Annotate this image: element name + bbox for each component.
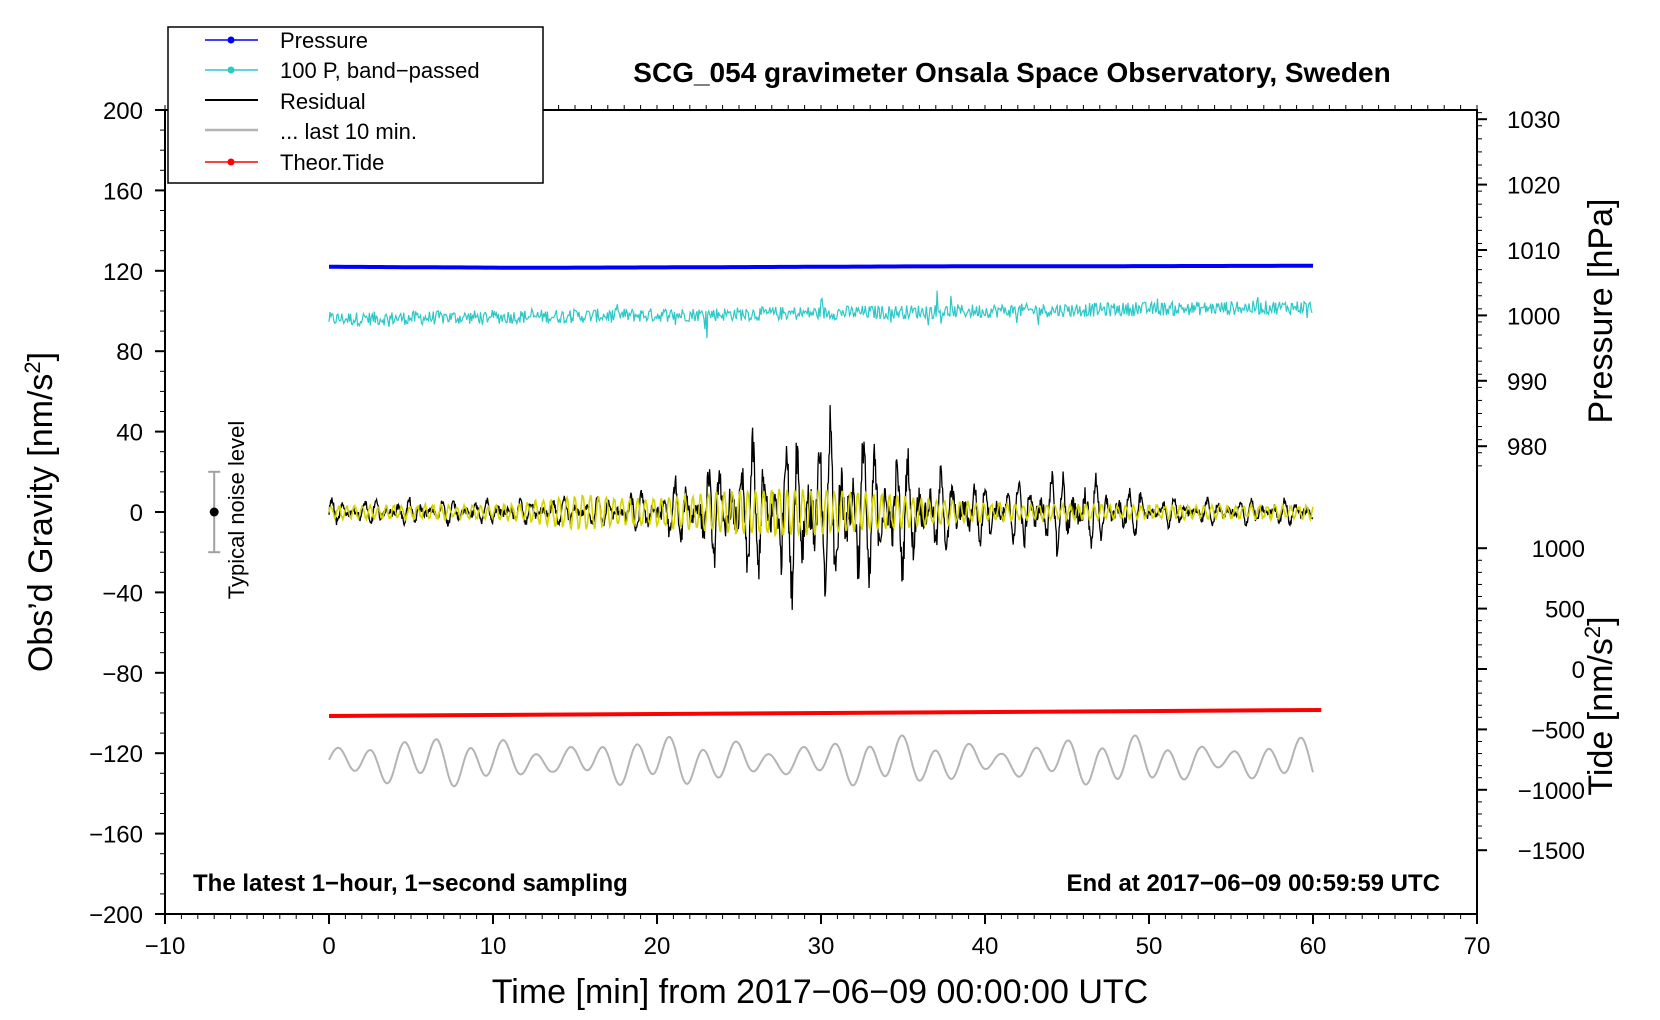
pressure-tick-label: 980: [1507, 434, 1547, 461]
series-band-passed: [328, 290, 1313, 339]
x-tick-label: 10: [480, 933, 507, 960]
series-pressure: [329, 263, 1313, 270]
y-tick-label: 160: [103, 178, 143, 205]
x-tick-label: 50: [1136, 933, 1163, 960]
legend-item-theor-tide: Theor.Tide: [205, 150, 384, 175]
y-tick-label: −40: [102, 580, 143, 607]
x-tick-label: 70: [1464, 933, 1491, 960]
y-tick-label: 0: [130, 500, 143, 527]
tide-axis-title-text: Tide [nm/s: [1582, 638, 1620, 795]
x-tick-label: 20: [644, 933, 671, 960]
noise-level-label: Typical noise level: [224, 421, 249, 600]
legend-marker-theor-tide: [227, 158, 235, 166]
tide-axis-title-sup: 2: [1580, 626, 1605, 638]
series-last-10-min: [328, 734, 1314, 788]
tide-tick-label: −1000: [1518, 778, 1585, 805]
tide-axis-title-close: ]: [1582, 616, 1620, 625]
series-theor-tide: [328, 708, 1322, 718]
pressure-tick-label: 1030: [1507, 107, 1560, 134]
x-tick-label: 40: [972, 933, 999, 960]
y-tick-label: −80: [102, 661, 143, 688]
legend-label-band-passed: 100 P, band−passed: [280, 58, 480, 83]
legend-marker-band-passed: [227, 66, 235, 74]
bottom-left-note: The latest 1−hour, 1−second sampling: [193, 870, 628, 897]
x-tick-label: 30: [808, 933, 835, 960]
minor-ticks: [160, 105, 1482, 919]
x-tick-label: 0: [322, 933, 335, 960]
tide-tick-label: 500: [1545, 597, 1585, 624]
legend-label-last-10-min: ... last 10 min.: [280, 119, 417, 144]
tide-tick-label: 0: [1572, 657, 1585, 684]
legend-box: [167, 26, 544, 184]
x-axis-title: Time [min] from 2017−06−09 00:00:00 UTC: [492, 973, 1148, 1011]
pressure-tick-label: 1020: [1507, 173, 1560, 200]
pressure-axis-title: Pressure [hPa]: [1582, 199, 1620, 424]
pressure-tick-label: 1000: [1507, 303, 1560, 330]
x-axis-ticks: −10 0 10 20 30 40 50 60 70: [145, 914, 1491, 960]
legend: Pressure 100 P, band−passed Residual ...…: [167, 26, 544, 184]
y-axis-title-text: Obs’d Gravity [nm/s: [22, 374, 60, 673]
y-tick-label: 40: [116, 420, 143, 447]
legend-label-theor-tide: Theor.Tide: [280, 150, 384, 175]
y-tick-label: 200: [103, 98, 143, 125]
tide-tick-label: 1000: [1532, 536, 1585, 563]
legend-item-pressure: Pressure: [205, 28, 368, 53]
y-axis-title-close: ]: [22, 352, 60, 361]
legend-item-last-10-min: ... last 10 min.: [205, 119, 417, 144]
tide-axis-title: Tide [nm/s2]: [1580, 616, 1620, 795]
bottom-right-note: End at 2017−06−09 00:59:59 UTC: [1066, 870, 1440, 897]
pressure-tick-label: 990: [1507, 369, 1547, 396]
series-residual-filtered: [328, 488, 1314, 538]
y-axis-ticks: 200 160 120 80 40 0 −40 −80 −120 −160 −200: [89, 98, 165, 929]
y-axis-title: Obs’d Gravity [nm/s2]: [20, 352, 60, 672]
legend-item-band-passed: 100 P, band−passed: [205, 58, 480, 83]
y-tick-label: 120: [103, 259, 143, 286]
y-tick-label: 80: [116, 339, 143, 366]
legend-label-pressure: Pressure: [280, 28, 368, 53]
noise-bar-dot: [209, 507, 219, 517]
pressure-tick-label: 1010: [1507, 238, 1560, 265]
y-tick-label: −160: [89, 822, 143, 849]
tide-tick-label: −1500: [1518, 838, 1585, 865]
y-axis-title-sup: 2: [20, 361, 45, 373]
x-tick-label: 60: [1300, 933, 1327, 960]
y-tick-label: −200: [89, 902, 143, 929]
tide-tick-label: −500: [1531, 717, 1585, 744]
chart-title: SCG_054 gravimeter Onsala Space Observat…: [633, 57, 1390, 88]
y-tick-label: −120: [89, 741, 143, 768]
legend-label-residual: Residual: [280, 89, 366, 114]
tide-axis-ticks: 1000 500 0 −500 −1000 −1500: [1477, 536, 1585, 865]
x-tick-label: −10: [145, 933, 186, 960]
legend-marker-pressure: [227, 36, 235, 44]
noise-level-bar: [208, 470, 221, 554]
pressure-axis-ticks: 1030 1020 1010 1000 990 980: [1477, 107, 1560, 461]
legend-item-residual: Residual: [205, 89, 366, 114]
